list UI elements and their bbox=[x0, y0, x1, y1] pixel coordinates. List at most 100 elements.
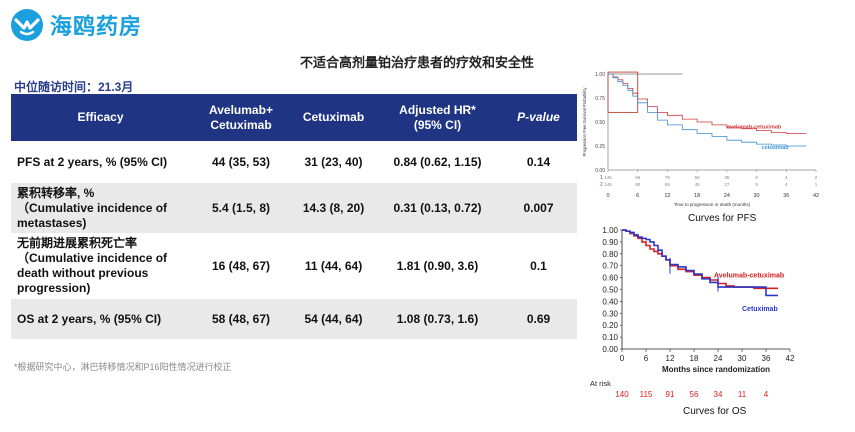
y-tick-label: 0.20 bbox=[602, 321, 618, 330]
row-label-line: death without previous bbox=[17, 266, 149, 280]
y-tick-label: 1.00 bbox=[595, 72, 605, 78]
column-header: Cetuximab bbox=[292, 94, 375, 141]
risk-count: 140 bbox=[615, 390, 629, 399]
cell-p: 0.1 bbox=[500, 233, 577, 299]
series-line-1 bbox=[622, 229, 778, 297]
seagull-logo-icon bbox=[11, 9, 43, 41]
x-tick-label: 42 bbox=[786, 354, 795, 363]
risk-row-label: 1 bbox=[600, 175, 603, 181]
column-header-line: Adjusted HR* bbox=[399, 102, 476, 117]
followup-label: 中位随访时间：21.3月 bbox=[14, 80, 134, 94]
risk-count: 4 bbox=[764, 390, 769, 399]
row-label-line: PFS at 2 years, % (95% CI) bbox=[17, 154, 168, 169]
column-header: Avelumab+ Cetuximab bbox=[190, 94, 292, 141]
cell-hr: 1.81 (0.90, 3.6) bbox=[375, 233, 500, 299]
table-header-row: Efficacy Avelumab+ Cetuximab Cetuximab Adjus… bbox=[11, 94, 577, 141]
row-label-line: OS at 2 years, % (95% CI) bbox=[17, 311, 162, 326]
series-line-1 bbox=[608, 73, 807, 147]
risk-count: 35 bbox=[724, 175, 730, 180]
y-tick-label: 0.10 bbox=[602, 333, 618, 342]
column-header-line: Avelumab+ bbox=[209, 102, 273, 117]
column-header-line: Cetuximab bbox=[210, 117, 272, 132]
row-label-line: （Cumulative incidence of bbox=[17, 251, 168, 265]
row-label: 累积转移率, % （Cumulative incidence of metastas… bbox=[11, 183, 190, 233]
x-axis-label: Months since randomization bbox=[662, 365, 770, 374]
table-row: PFS at 2 years, % (95% CI) 44 (35, 53) 31 … bbox=[11, 141, 577, 183]
risk-count: 96 bbox=[635, 175, 641, 180]
table-row: OS at 2 years, % (95% CI) 58 (48, 67) 54 (… bbox=[11, 299, 577, 339]
column-header-line: Cetuximab bbox=[302, 110, 365, 124]
column-header-line: P-value bbox=[517, 110, 560, 124]
row-label: 无前期进展累积死亡率 （Cumulative incidence of death … bbox=[11, 233, 190, 299]
cell-p: 0.007 bbox=[500, 183, 577, 233]
risk-count: 115 bbox=[640, 390, 653, 399]
x-tick-label: 12 bbox=[664, 193, 670, 199]
y-tick-label: 0.00 bbox=[595, 168, 605, 174]
y-tick-label: 0.40 bbox=[602, 297, 618, 306]
risk-count: 5 bbox=[755, 182, 758, 187]
row-label-line: 累积转移率, % bbox=[17, 185, 95, 200]
highlight-box bbox=[607, 71, 639, 113]
os-caption: Curves for OS bbox=[683, 406, 747, 417]
x-tick-label: 0 bbox=[620, 354, 625, 363]
risk-count: 79 bbox=[665, 175, 671, 180]
table-row: 累积转移率, % （Cumulative incidence of metastas… bbox=[11, 183, 577, 233]
cell-hr: 0.84 (0.62, 1.15) bbox=[375, 141, 500, 183]
cell-p: 0.69 bbox=[500, 299, 577, 339]
slide-title: 不适合高剂量铂治疗患者的疗效和安全性 bbox=[300, 55, 535, 70]
efficacy-table: Efficacy Avelumab+ Cetuximab Cetuximab Adjus… bbox=[11, 94, 577, 339]
risk-count: 11 bbox=[738, 390, 747, 399]
footnote: *根据研究中心，淋巴转移情况和P16阳性情况进行校正 bbox=[14, 362, 232, 372]
row-label: PFS at 2 years, % (95% CI) bbox=[11, 141, 190, 183]
at-risk-label: At risk bbox=[590, 379, 611, 388]
cell-cetuximab: 14.3 (8, 20) bbox=[292, 183, 375, 233]
x-tick-label: 18 bbox=[694, 193, 700, 199]
column-header-line: (95% CI) bbox=[413, 117, 462, 132]
x-tick-label: 30 bbox=[738, 354, 747, 363]
y-tick-label: 0.75 bbox=[595, 96, 605, 102]
y-tick-label: 1.00 bbox=[602, 226, 618, 235]
y-tick-label: 0.00 bbox=[602, 345, 618, 354]
series-label: Avelumab-cetuximab bbox=[714, 273, 784, 280]
cell-hr: 0.31 (0.13, 0.72) bbox=[375, 183, 500, 233]
brand-logo: 海鸥药房 bbox=[10, 8, 142, 42]
risk-count: 4 bbox=[785, 175, 788, 180]
risk-count: 45 bbox=[695, 182, 701, 187]
brand-name: 海鸥药房 bbox=[50, 14, 143, 39]
risk-count: 27 bbox=[724, 182, 730, 187]
risk-count: 90 bbox=[635, 182, 641, 187]
y-tick-label: 0.30 bbox=[602, 309, 618, 318]
row-label-line: 无前期进展累积死亡率 bbox=[17, 236, 138, 250]
y-tick-label: 0.60 bbox=[602, 274, 618, 283]
risk-count: 56 bbox=[690, 390, 699, 399]
risk-count: 145 bbox=[604, 175, 612, 180]
series-label: cetuximab bbox=[762, 145, 790, 151]
cell-cetuximab: 11 (44, 64) bbox=[292, 233, 375, 299]
x-tick-label: 24 bbox=[714, 354, 723, 363]
cell-avelumab: 16 (48, 67) bbox=[190, 233, 292, 299]
column-header: P-value bbox=[500, 94, 577, 141]
cell-avelumab: 44 (35, 53) bbox=[190, 141, 292, 183]
series-label: Cetuximab bbox=[742, 306, 778, 313]
pfs-caption: Curves for PFS bbox=[688, 213, 757, 224]
column-header: Adjusted HR* (95% CI) bbox=[375, 94, 500, 141]
y-tick-label: 0.50 bbox=[595, 120, 605, 126]
cell-avelumab: 58 (48, 67) bbox=[190, 299, 292, 339]
x-tick-label: 18 bbox=[690, 354, 699, 363]
risk-count: 8 bbox=[755, 175, 758, 180]
cell-cetuximab: 54 (44, 64) bbox=[292, 299, 375, 339]
risk-count: 55 bbox=[695, 175, 701, 180]
risk-count: 91 bbox=[666, 390, 675, 399]
x-tick-label: 36 bbox=[762, 354, 771, 363]
x-tick-label: 12 bbox=[666, 354, 675, 363]
y-tick-label: 0.90 bbox=[602, 238, 618, 247]
risk-count: 145 bbox=[604, 182, 612, 187]
column-header: Efficacy bbox=[11, 94, 190, 141]
x-tick-label: 30 bbox=[754, 193, 760, 199]
os-curve-chart: 0.00 0.10 0.20 0.30 0.40 0.50 0.60 0.70 0.80 0.90… bbox=[590, 226, 795, 399]
risk-row-label: 2 bbox=[600, 182, 603, 188]
row-label-line: progression) bbox=[17, 281, 91, 295]
risk-count: 4 bbox=[785, 182, 788, 187]
y-tick-label: 0.50 bbox=[602, 286, 618, 295]
table-row: 无前期进展累积死亡率 （Cumulative incidence of death … bbox=[11, 233, 577, 299]
